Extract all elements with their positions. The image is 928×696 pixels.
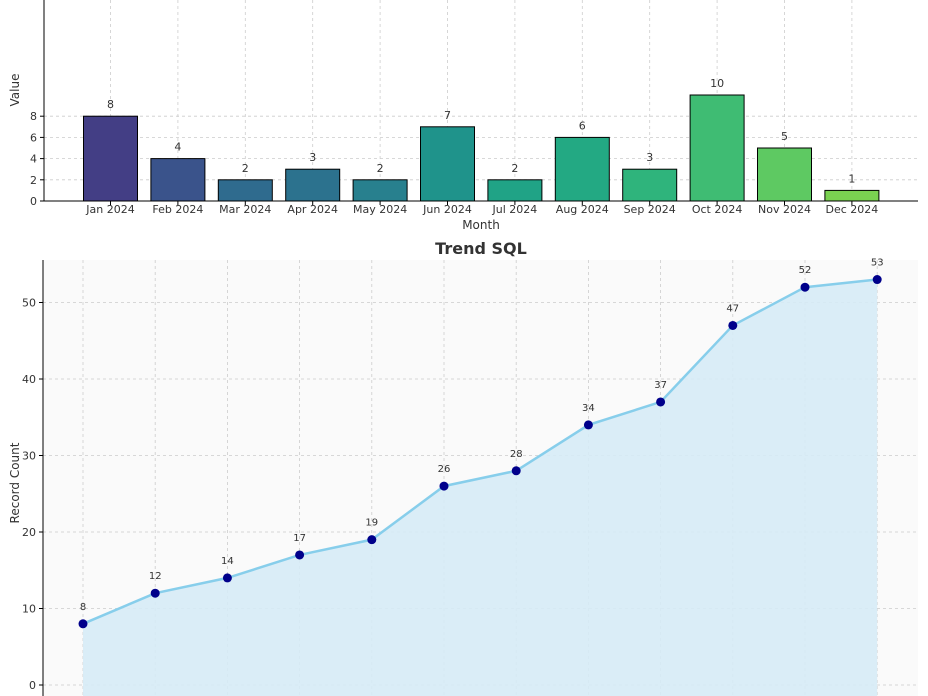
bar [757, 147, 812, 202]
data-point-label: 34 [582, 403, 595, 414]
data-point-label: 26 [438, 464, 451, 475]
bar [285, 168, 341, 202]
bar-chart-ticks: 0 2 4 6 8 Jan 2024 Feb 2024 Mar 2024 Apr 2024 May… [30, 110, 878, 216]
bar-value-label: 10 [710, 77, 724, 90]
bar [420, 126, 475, 202]
bar-chart-x-tick-label: Sep 2024 [624, 203, 676, 216]
bar [554, 136, 610, 202]
bar-value-label: 6 [579, 119, 586, 132]
data-point-label: 52 [799, 265, 812, 276]
data-point [150, 588, 160, 598]
area-chart-ticks: 0 10 20 30 40 50 [22, 297, 36, 693]
data-point [439, 481, 449, 491]
bar-chart-y-tick-label: 0 [30, 195, 37, 208]
bar-chart-x-tick-label: Jul 2024 [492, 203, 538, 216]
bar [150, 158, 206, 202]
bar-chart-y-tick-label: 2 [30, 174, 37, 187]
bar-value-label: 2 [242, 162, 249, 175]
data-point [222, 573, 232, 583]
area-chart-y-tick-label: 50 [22, 297, 36, 310]
data-point-label: 37 [654, 380, 667, 391]
data-point [78, 619, 88, 629]
area-chart-axes [39, 260, 44, 696]
bar [352, 179, 408, 202]
bar-chart-x-tick-label: Jan 2024 [85, 203, 134, 216]
bar [622, 168, 678, 202]
bar-chart-y-axis-label: Value [8, 74, 22, 107]
data-point-label: 28 [510, 449, 523, 460]
bar-value-label: 7 [444, 109, 451, 122]
area-chart-y-tick-label: 20 [22, 526, 36, 539]
bar-chart-x-tick-label: Apr 2024 [287, 203, 338, 216]
bar-chart: 8 4 2 3 2 7 2 6 3 10 5 1 0 2 4 6 8 Jan 2024 Feb 2024 Mar 2… [8, 0, 918, 232]
data-point-label: 12 [149, 571, 162, 582]
bar-chart-x-tick-label: Mar 2024 [219, 203, 271, 216]
bar-chart-x-tick-label: May 2024 [353, 203, 407, 216]
bar [487, 179, 543, 202]
area-chart-y-tick-label: 40 [22, 373, 36, 386]
data-point-label: 14 [221, 556, 234, 567]
bar-value-label: 1 [848, 172, 855, 185]
area-chart-y-tick-label: 30 [22, 450, 36, 463]
bar-chart-x-axis-label: Month [462, 218, 500, 232]
bar-chart-x-tick-label: Dec 2024 [826, 203, 879, 216]
bar [83, 115, 138, 202]
bar [217, 179, 273, 202]
bar-value-label: 4 [174, 141, 181, 154]
bar-chart-x-tick-label: Feb 2024 [152, 203, 203, 216]
bar-chart-x-tick-label: Jun 2024 [422, 203, 472, 216]
bar [824, 189, 880, 202]
bar-chart-y-tick-label: 8 [30, 110, 37, 123]
area-chart-y-tick-label: 10 [22, 603, 36, 616]
area-chart-points: 8 12 14 17 19 26 28 34 37 47 52 53 [78, 258, 884, 629]
bar-chart-x-tick-label: Nov 2024 [758, 203, 811, 216]
bar-value-label: 8 [107, 98, 114, 111]
data-point [728, 320, 738, 330]
area-chart-line [82, 278, 878, 625]
data-point [583, 420, 593, 430]
data-point [872, 275, 882, 285]
bar-value-label: 3 [646, 151, 653, 164]
bar [689, 94, 745, 202]
data-point-label: 19 [365, 518, 378, 529]
bar-chart-x-tick-label: Aug 2024 [556, 203, 609, 216]
bar-chart-y-tick-label: 4 [30, 153, 37, 166]
data-point-label: 17 [293, 533, 306, 544]
data-point [367, 535, 377, 545]
bar-value-label: 3 [309, 151, 316, 164]
data-point [511, 466, 521, 476]
area-chart-y-axis-label: Record Count [8, 442, 22, 523]
bar-value-label: 2 [511, 162, 518, 175]
data-point [800, 282, 810, 292]
bar-value-label: 5 [781, 130, 788, 143]
bar-chart-y-tick-label: 6 [30, 131, 37, 144]
bar-chart-bars: 8 4 2 3 2 7 2 6 3 10 5 1 [83, 77, 880, 202]
area-chart-y-tick-label: 0 [29, 679, 36, 692]
data-point [656, 397, 666, 407]
data-point-label: 53 [871, 258, 884, 269]
bar-chart-x-tick-label: Oct 2024 [692, 203, 743, 216]
area-chart: Trend SQL 8 12 14 17 19 26 28 34 37 47 52 53 0 10 20 3… [8, 239, 918, 696]
data-point-label: 47 [726, 303, 739, 314]
data-point [295, 550, 305, 560]
data-point-label: 8 [80, 602, 86, 613]
area-chart-title: Trend SQL [435, 239, 527, 258]
trend-line [82, 278, 878, 625]
bar-chart-axes [40, 0, 918, 205]
bar-value-label: 2 [377, 162, 384, 175]
